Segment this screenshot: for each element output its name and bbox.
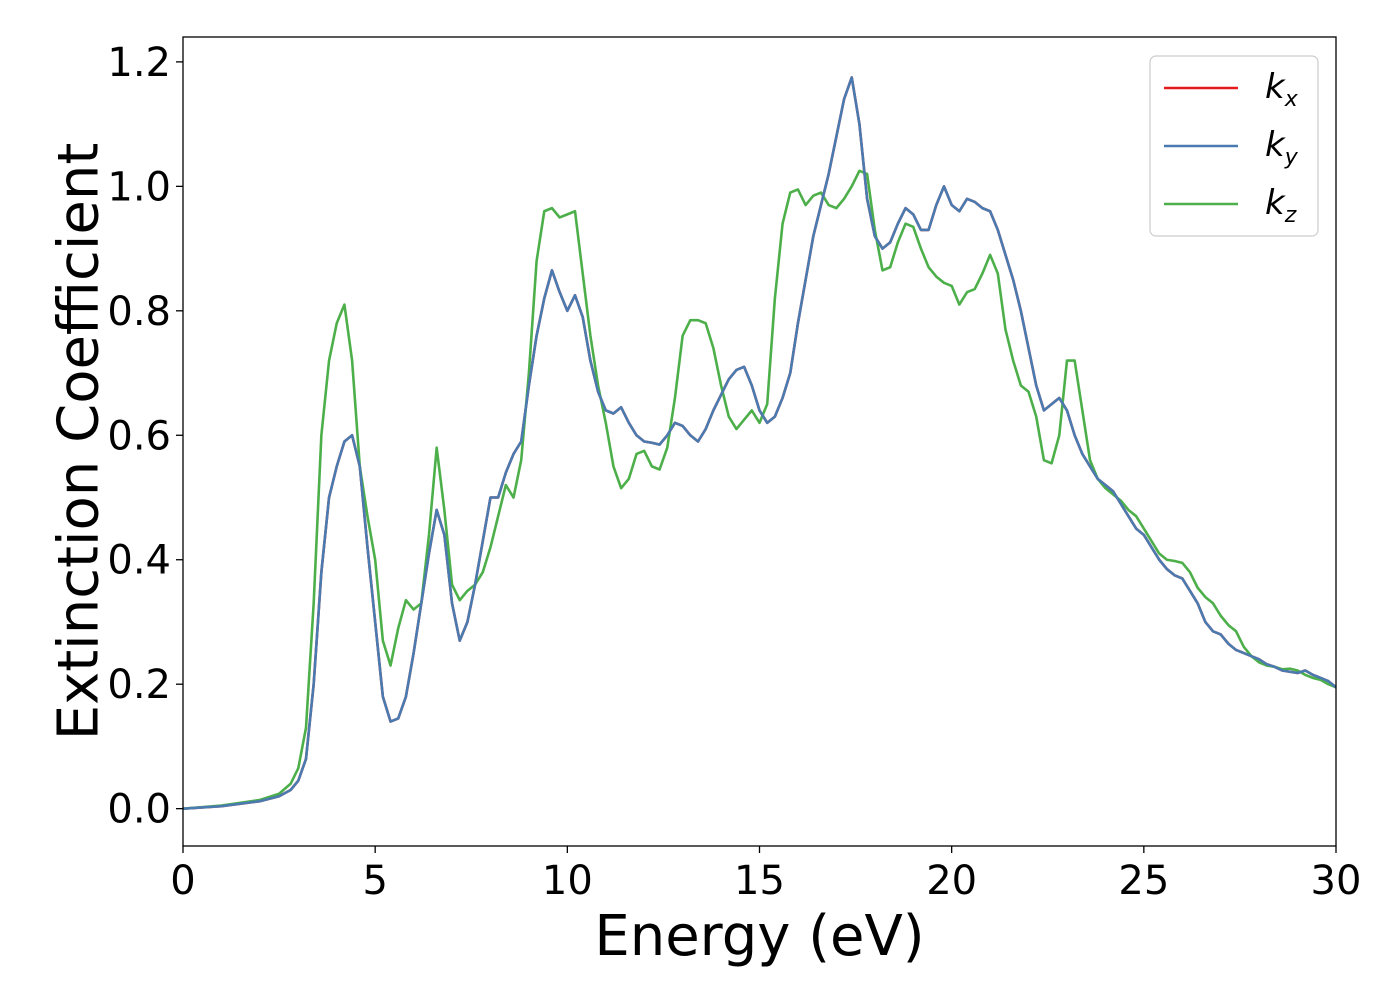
- y-tick-label: 0.8: [107, 289, 171, 335]
- y-axis-label: Extinction Coefficient: [47, 143, 112, 741]
- legend-item-ky: ky: [1164, 125, 1299, 170]
- legend-label: ky: [1265, 125, 1299, 170]
- x-tick-label: 0: [170, 858, 195, 904]
- y-tick-label: 0.6: [107, 413, 171, 459]
- x-tick-label: 10: [542, 858, 593, 904]
- series-line-ky: [183, 76, 1336, 810]
- legend-label: kx: [1265, 67, 1299, 112]
- y-tick-label: 1.2: [107, 40, 171, 86]
- x-tick-label: 30: [1311, 858, 1362, 904]
- plot-frame: [182, 36, 1337, 847]
- legend-items: kx ky kz: [1164, 67, 1299, 228]
- x-axis-ticks: 0 5 10 15 20 25 30: [170, 846, 1361, 904]
- y-tick-label: 0.2: [107, 662, 171, 708]
- legend: kx ky kz: [1149, 55, 1319, 237]
- legend-item-kz: kz: [1164, 183, 1297, 228]
- x-tick-label: 25: [1118, 858, 1169, 904]
- y-tick-label: 1.0: [107, 164, 171, 210]
- plot-area: [183, 76, 1336, 810]
- y-tick-label: 0.0: [107, 787, 171, 833]
- legend-item-kx: kx: [1164, 67, 1299, 112]
- y-tick-label: 0.4: [107, 538, 171, 584]
- y-axis-ticks: 0.0 0.2 0.4 0.6 0.8 1.0 1.2: [107, 40, 183, 833]
- legend-label: kz: [1265, 183, 1297, 228]
- series-line-kz: [183, 169, 1336, 810]
- x-tick-label: 5: [362, 858, 387, 904]
- x-tick-label: 15: [734, 858, 785, 904]
- x-axis-label: Energy (eV): [594, 904, 924, 969]
- x-tick-label: 20: [926, 858, 977, 904]
